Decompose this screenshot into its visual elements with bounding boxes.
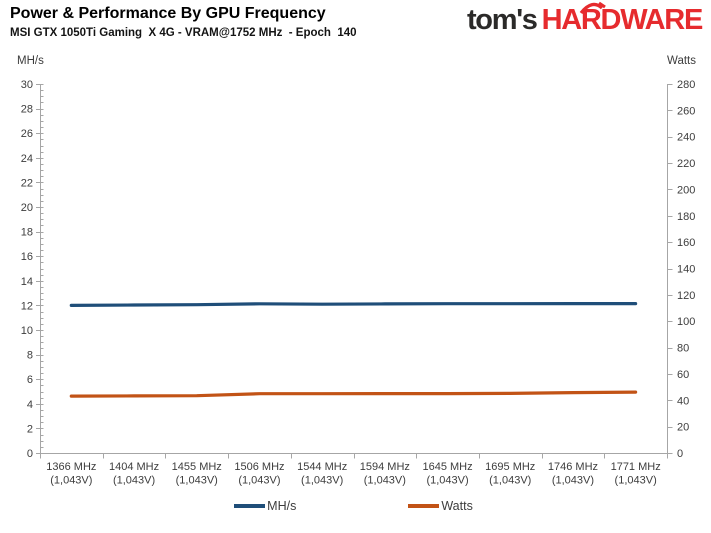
left-tick-label: 8 [27, 350, 33, 362]
chart-title: Power & Performance By GPU Frequency [10, 5, 326, 22]
right-tick-label: 60 [677, 369, 689, 381]
x-tick-label: 1645 MHz (1,043V) [422, 461, 472, 487]
left-axis-title: MH/s [17, 55, 44, 67]
logo-hardware-text: HARDWARE [541, 1, 704, 36]
left-tick-label: 20 [21, 202, 33, 214]
x-tick-label: 1771 MHz (1,043V) [611, 461, 661, 487]
left-tick-label: 12 [21, 300, 33, 312]
x-tick-label: 1544 MHz (1,043V) [297, 461, 347, 487]
chart-legend: MH/s Watts [40, 499, 667, 513]
left-tick-label: 30 [21, 79, 33, 91]
series-line-watts [69, 390, 638, 398]
toms-hardware-logo: tom's HARDWARE [466, 1, 704, 36]
left-tick-label: 0 [27, 448, 33, 460]
x-tick-label: 1455 MHz (1,043V) [172, 461, 222, 487]
right-axis-ticks [668, 84, 673, 454]
left-tick-label: 28 [21, 104, 33, 116]
right-tick-label: 260 [677, 105, 695, 117]
left-tick-label: 16 [21, 251, 33, 263]
chart-subtitle: MSI GTX 1050Ti Gaming X 4G - VRAM@1752 M… [10, 27, 357, 39]
left-axis-ticks [36, 84, 44, 454]
legend-label-watts: Watts [441, 499, 473, 513]
left-tick-label: 22 [21, 177, 33, 189]
left-tick-label: 10 [21, 325, 33, 337]
right-tick-label: 220 [677, 158, 695, 170]
logo-toms-text: tom's [466, 4, 538, 36]
right-tick-label: 280 [677, 79, 695, 91]
right-tick-label: 160 [677, 237, 695, 249]
legend-label-mhs: MH/s [267, 499, 297, 513]
right-tick-label: 140 [677, 264, 695, 276]
legend-line-watts-icon [408, 504, 440, 508]
x-tick-label: 1695 MHz (1,043V) [485, 461, 535, 487]
axes [40, 84, 668, 454]
left-tick-label: 24 [21, 153, 33, 165]
hammer-icon [579, 1, 606, 15]
x-axis-ticks [40, 454, 668, 459]
x-tick-label: 1366 MHz (1,043V) [46, 461, 96, 487]
left-tick-label: 26 [21, 128, 33, 140]
x-axis-tick-labels: 1366 MHz (1,043V) 1404 MHz (1,043V) 1455 MHz… [46, 461, 660, 487]
legend-item-watts: Watts [408, 499, 473, 513]
x-tick-label: 1404 MHz (1,043V) [109, 461, 159, 487]
right-tick-label: 80 [677, 343, 689, 355]
series-line-mh-s [69, 302, 638, 307]
logo-hardware-label: HARDWARE [541, 4, 704, 36]
right-tick-label: 40 [677, 395, 689, 407]
right-tick-label: 0 [677, 448, 683, 460]
legend-line-mhs-icon [234, 504, 266, 508]
x-tick-label: 1746 MHz (1,043V) [548, 461, 598, 487]
left-tick-label: 14 [21, 276, 33, 288]
right-tick-label: 180 [677, 211, 695, 223]
x-tick-label: 1594 MHz (1,043V) [360, 461, 410, 487]
right-tick-label: 20 [677, 422, 689, 434]
left-tick-label: 2 [27, 423, 33, 435]
right-tick-label: 240 [677, 132, 695, 144]
x-tick-label: 1506 MHz (1,043V) [234, 461, 284, 487]
right-axis-tick-labels: 0 20 40 60 80 100 120 140 160 180 200 220 240 260 280 [677, 79, 695, 460]
left-tick-label: 6 [27, 374, 33, 386]
right-tick-label: 120 [677, 290, 695, 302]
left-tick-label: 18 [21, 227, 33, 239]
legend-item-mhs: MH/s [234, 499, 296, 513]
right-tick-label: 100 [677, 316, 695, 328]
right-tick-label: 200 [677, 184, 695, 196]
right-axis-title: Watts [667, 55, 696, 67]
left-tick-label: 4 [27, 399, 33, 411]
